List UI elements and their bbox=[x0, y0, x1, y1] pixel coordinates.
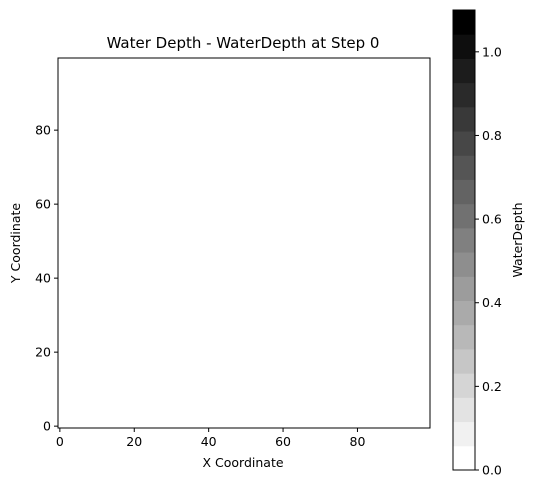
x-tick-label: 20 bbox=[126, 434, 142, 449]
x-tick-label: 60 bbox=[275, 434, 291, 449]
colorbar-band bbox=[453, 373, 475, 398]
colorbar bbox=[453, 10, 475, 471]
colorbar-tick-label: 0.4 bbox=[482, 295, 502, 310]
heatmap-field bbox=[58, 58, 430, 428]
colorbar-band bbox=[453, 421, 475, 447]
colorbar-band bbox=[453, 227, 475, 253]
y-tick-label: 80 bbox=[35, 123, 51, 138]
plot-frame bbox=[57, 57, 431, 429]
colorbar-tick-label: 0.6 bbox=[482, 212, 502, 227]
colorbar-frame bbox=[452, 9, 476, 471]
colorbar-tick-label: 1.0 bbox=[482, 44, 502, 59]
colorbar-band bbox=[453, 203, 475, 229]
colorbar-band bbox=[453, 106, 475, 132]
colorbar-band bbox=[453, 252, 475, 277]
y-tick-label: 0 bbox=[43, 419, 51, 434]
colorbar-band bbox=[453, 82, 475, 108]
x-axis-ticks: 0 20 40 60 80 bbox=[56, 428, 366, 449]
colorbar-band bbox=[453, 34, 475, 59]
y-tick-label: 60 bbox=[35, 197, 51, 212]
colorbar-band bbox=[453, 10, 475, 35]
plot-area bbox=[57, 57, 431, 429]
colorbar-label: WaterDepth bbox=[510, 202, 525, 277]
colorbar-band bbox=[453, 300, 475, 326]
colorbar-ticks: 0.0 0.2 0.4 0.6 0.8 1.0 bbox=[475, 44, 502, 478]
colorbar-band bbox=[453, 131, 475, 156]
y-axis-ticks: 0 20 40 60 80 bbox=[35, 123, 58, 434]
y-axis-label: Y Coordinate bbox=[8, 203, 23, 284]
colorbar-tick-label: 0.8 bbox=[482, 128, 502, 143]
colorbar-band bbox=[453, 324, 475, 350]
colorbar-band bbox=[453, 276, 475, 302]
chart-title: Water Depth - WaterDepth at Step 0 bbox=[107, 34, 380, 52]
x-tick-label: 0 bbox=[56, 434, 64, 449]
x-tick-label: 40 bbox=[201, 434, 217, 449]
colorbar-band bbox=[453, 397, 475, 423]
colorbar-band bbox=[453, 155, 475, 180]
y-tick-label: 40 bbox=[35, 271, 51, 286]
colorbar-band bbox=[453, 58, 475, 84]
colorbar-band bbox=[453, 445, 475, 471]
colorbar-band bbox=[453, 348, 475, 374]
colorbar-tick-label: 0.0 bbox=[482, 463, 502, 478]
x-axis-label: X Coordinate bbox=[202, 455, 283, 470]
y-tick-label: 20 bbox=[35, 345, 51, 360]
x-tick-label: 80 bbox=[350, 434, 366, 449]
colorbar-band bbox=[453, 179, 475, 205]
colorbar-tick-label: 0.2 bbox=[482, 379, 502, 394]
